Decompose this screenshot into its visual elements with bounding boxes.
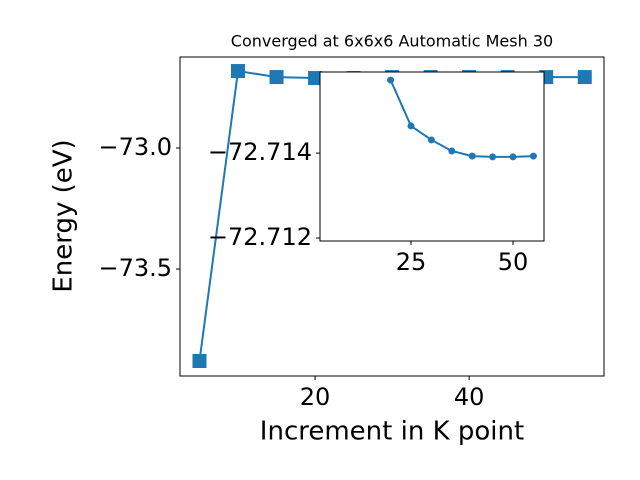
marker [407, 122, 415, 130]
x-tick-label: 25 [396, 248, 427, 276]
marker [269, 70, 284, 85]
y-tick-label: −73.0 [98, 133, 172, 161]
x-tick-label: 50 [498, 248, 529, 276]
y-axis-label: Energy (eV) [49, 139, 79, 292]
y-tick-label: −72.714 [208, 138, 312, 166]
marker [577, 70, 592, 85]
marker [308, 71, 323, 86]
marker [387, 76, 395, 84]
x-tick-label: 20 [300, 383, 331, 411]
chart-title: Converged at 6x6x6 Automatic Mesh 30 [231, 32, 553, 51]
x-axis-label: Increment in K point [260, 417, 524, 447]
x-tick-label: 40 [454, 383, 485, 411]
marker [468, 152, 476, 160]
marker [489, 153, 497, 161]
y-tick-label: −73.5 [98, 254, 172, 282]
marker [192, 353, 207, 368]
marker [509, 153, 517, 161]
marker [231, 64, 246, 79]
marker [427, 136, 435, 144]
marker [529, 152, 537, 160]
marker [448, 147, 456, 155]
y-tick-label: −72.712 [208, 223, 312, 251]
